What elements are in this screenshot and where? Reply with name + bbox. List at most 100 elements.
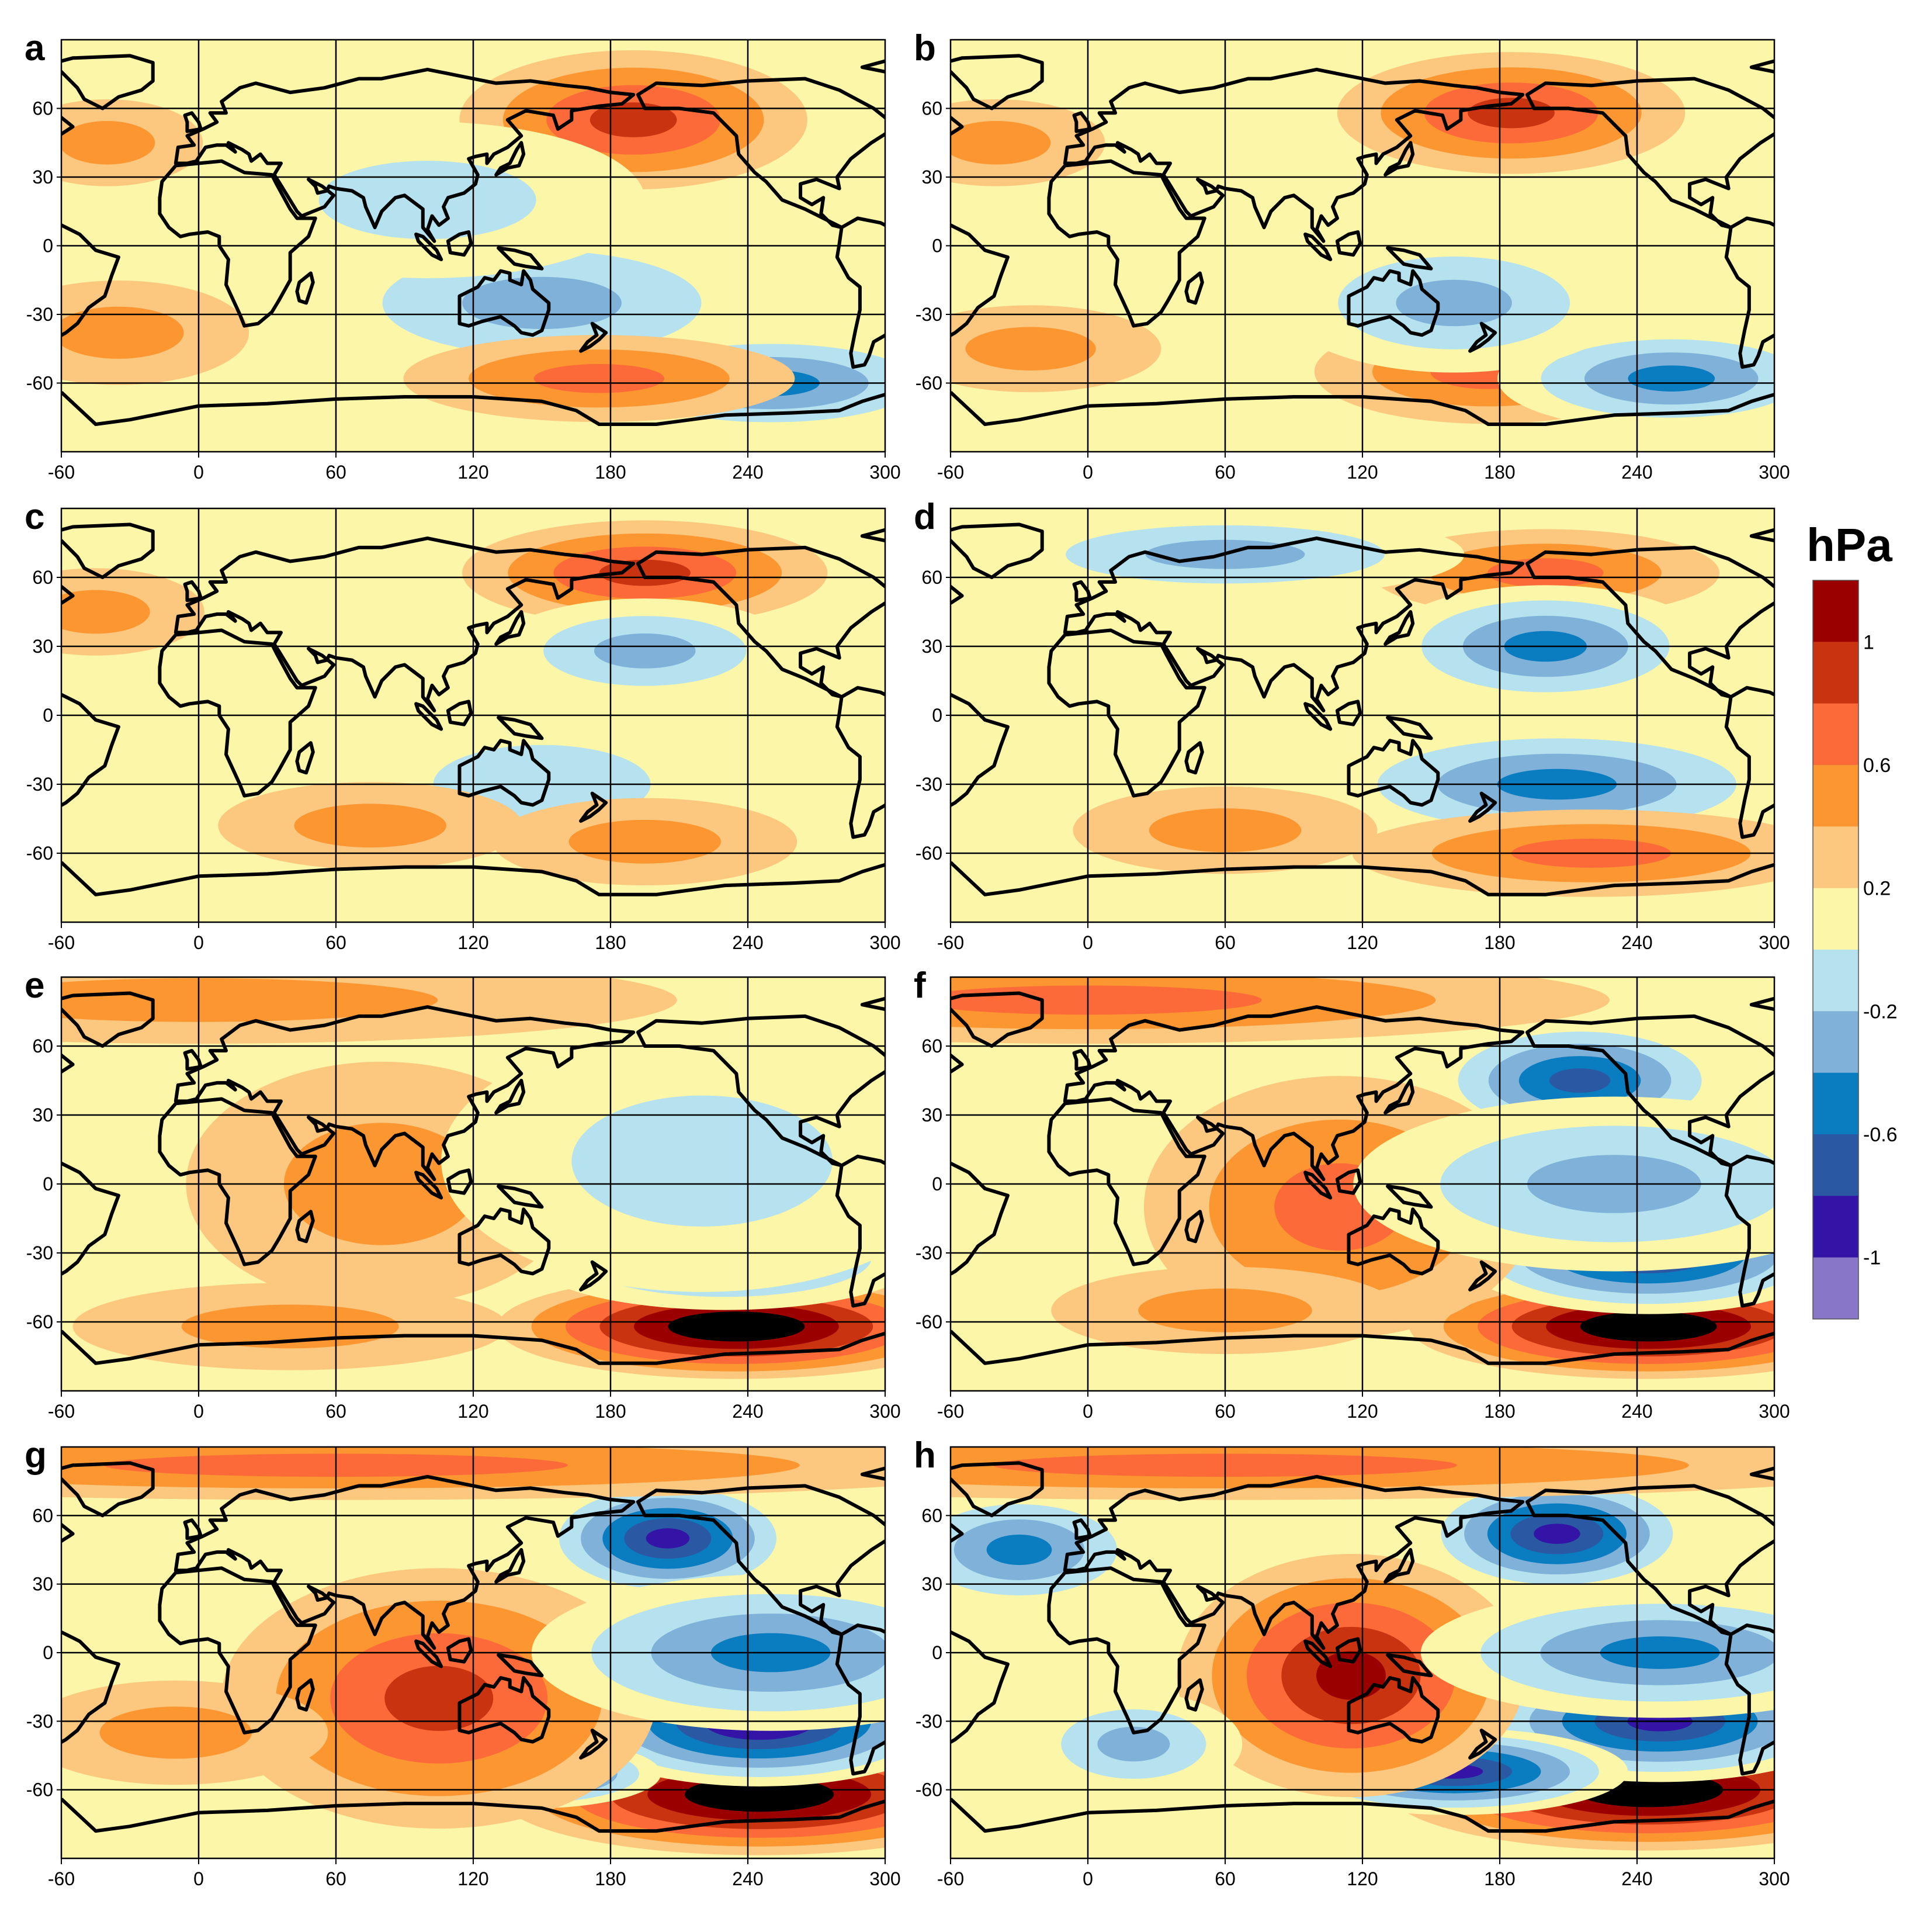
- colorbar-swatch: [1813, 642, 1858, 704]
- x-tick-label: 240: [732, 462, 763, 483]
- coastline-uk: [1898, 582, 1914, 600]
- coastline-eurasia: [174, 536, 636, 713]
- colorbar-swatch: [1813, 1134, 1858, 1196]
- anomaly-high: [61, 568, 204, 656]
- coastline-samerica: [835, 1623, 885, 1776]
- coastline-namerica: [1525, 545, 1774, 699]
- anomaly-high: [61, 1680, 328, 1785]
- x-tick-label: -60: [937, 462, 964, 483]
- y-tick-label: 60: [32, 1036, 53, 1057]
- anomaly-low: [1025, 1692, 1243, 1796]
- x-tick-label: 180: [595, 1401, 626, 1422]
- coastline-namerica: [636, 1484, 885, 1636]
- contour-band: [1316, 1651, 1386, 1700]
- y-tick-label: -30: [916, 1242, 942, 1263]
- contour-band: [61, 306, 184, 359]
- coastline-newguinea: [497, 1184, 544, 1209]
- coastline-uk: [1898, 1520, 1914, 1538]
- y-tick-label: 60: [921, 98, 942, 119]
- x-tick-label: 180: [1484, 1868, 1515, 1889]
- contour-band: [384, 1666, 494, 1731]
- contour-band: [533, 363, 665, 393]
- coastline-nz: [1468, 321, 1497, 353]
- x-tick-label: 300: [1759, 462, 1790, 483]
- colorbar-boxes: [1812, 580, 1859, 1320]
- panel-letter: a: [25, 28, 45, 68]
- anomaly-high: [951, 305, 1161, 393]
- contour-band: [951, 985, 1262, 1015]
- coastline-africa: [1872, 1568, 1928, 1733]
- x-tick-label: -60: [937, 932, 964, 953]
- coastline-africa: [1047, 159, 1206, 328]
- colorbar-label: -0.2: [1863, 1000, 1898, 1023]
- x-tick-label: 120: [1347, 1868, 1378, 1889]
- contour-band: [965, 327, 1096, 371]
- y-tick-label: -60: [26, 1311, 53, 1332]
- y-tick-label: 30: [32, 167, 53, 188]
- y-tick-label: 30: [32, 636, 53, 657]
- x-tick-label: 180: [595, 1868, 626, 1889]
- coastline-africa: [158, 1097, 317, 1266]
- x-tick-label: 60: [325, 932, 346, 953]
- coastline-antarctica: [951, 1329, 1774, 1365]
- coastline-africa: [158, 159, 317, 328]
- y-tick-label: 0: [43, 1642, 53, 1663]
- x-tick-label: 0: [193, 1868, 204, 1889]
- coastline-samerica: [61, 693, 120, 808]
- coastline-eurasia: [1889, 70, 1928, 241]
- y-tick-label: -30: [916, 1711, 942, 1732]
- y-tick-label: 30: [32, 1105, 53, 1126]
- coastline-uk: [1072, 1048, 1092, 1071]
- y-tick-label: -30: [26, 1242, 53, 1263]
- coastline-samerica: [951, 693, 1010, 808]
- coastline-borneo: [446, 230, 473, 257]
- x-tick-label: 180: [1484, 932, 1515, 953]
- coastline-antarctica: [951, 1798, 1774, 1833]
- coastline-australia: [1347, 269, 1440, 337]
- colorbar-label: 1: [1863, 631, 1874, 653]
- y-tick-label: -60: [916, 1779, 942, 1801]
- coastline-samerica: [1724, 216, 1774, 369]
- coastline-uk: [183, 580, 203, 603]
- contour-band: [294, 804, 446, 848]
- colorbar-swatch: [1813, 1011, 1858, 1074]
- x-tick-label: 240: [1621, 462, 1652, 483]
- coastline-greenland: [860, 528, 885, 543]
- coastline-madagascar: [1184, 1210, 1204, 1244]
- coastline-japan: [1383, 141, 1415, 177]
- coastline-newguinea: [1386, 1184, 1433, 1209]
- contour-band: [1614, 1319, 1683, 1334]
- y-tick-label: 0: [932, 705, 942, 726]
- y-tick-label: 0: [932, 1642, 942, 1663]
- y-tick-label: -30: [916, 774, 942, 795]
- x-tick-label: 60: [325, 1401, 346, 1422]
- coastline-eurasia: [1063, 1005, 1525, 1182]
- y-tick-label: -60: [26, 843, 53, 864]
- coastline-australia: [457, 1676, 551, 1744]
- contour-band: [1097, 1726, 1170, 1762]
- coastline-newguinea: [497, 715, 544, 740]
- anomaly-low: [441, 1030, 885, 1292]
- coastline-sumatra: [1303, 232, 1333, 261]
- x-tick-label: 0: [1083, 462, 1093, 483]
- colorbar: hPa 1 0.6 0.2 -0.2 -0.6 -1: [1806, 519, 1898, 1320]
- coastline-eurasia: [1063, 1474, 1525, 1650]
- x-tick-label: 60: [325, 1868, 346, 1889]
- contour-band: [61, 590, 150, 634]
- contour-band: [1396, 279, 1512, 327]
- coastline-madagascar: [295, 741, 315, 775]
- coastline-namerica: [1525, 1484, 1774, 1636]
- contour-band: [594, 633, 696, 669]
- y-tick-label: -60: [916, 843, 942, 864]
- x-tick-label: 180: [595, 932, 626, 953]
- y-tick-label: 60: [921, 1505, 942, 1526]
- panel-letter: f: [914, 965, 926, 1006]
- x-tick-label: 300: [1759, 1868, 1790, 1889]
- x-tick-label: 0: [1083, 932, 1093, 953]
- coastline-borneo: [446, 700, 473, 726]
- coastline-madagascar: [1184, 1678, 1204, 1712]
- coastline-eurasia: [1889, 1477, 1928, 1648]
- map-area: [61, 1447, 885, 1858]
